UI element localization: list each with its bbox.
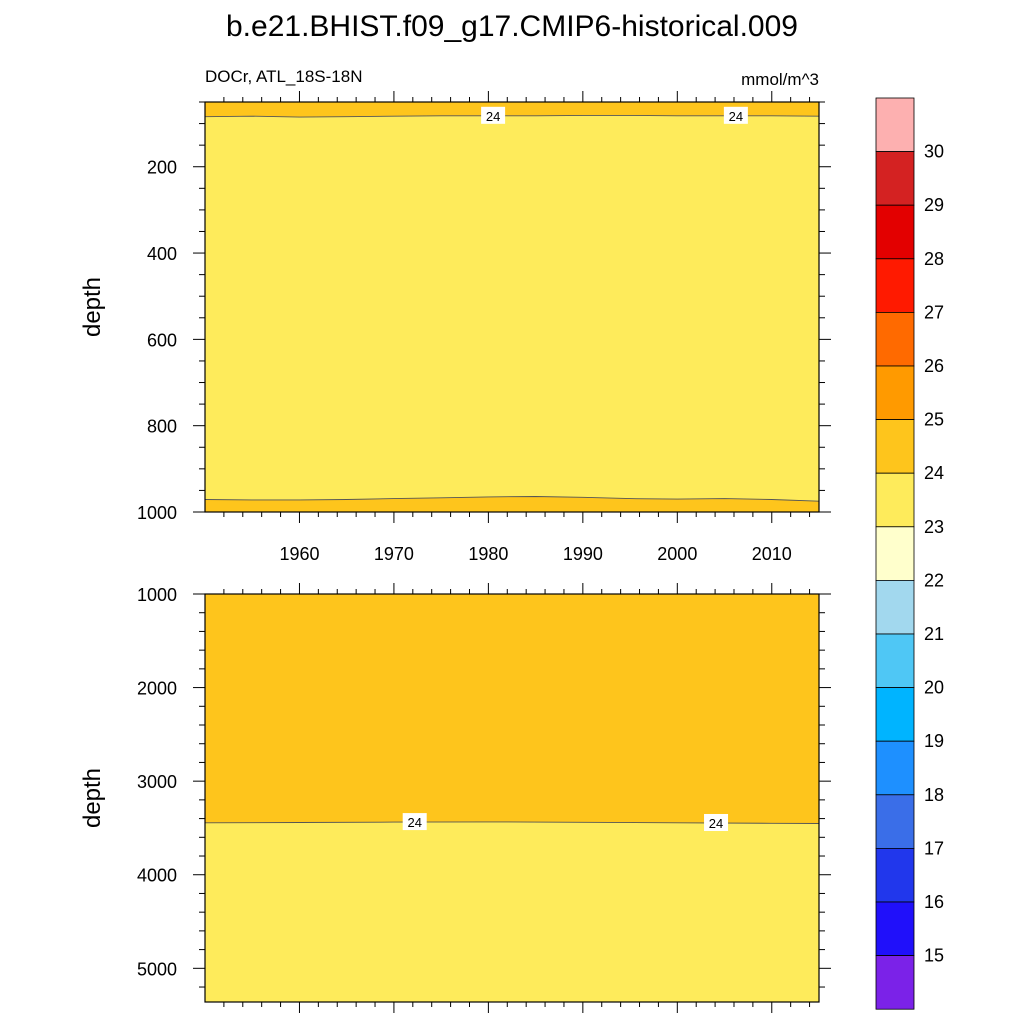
plot-frame — [204, 101, 820, 513]
colorbar-label: 15 — [924, 946, 944, 966]
colorbar-label: 16 — [924, 892, 944, 912]
y-tick-label: 200 — [147, 158, 177, 178]
colorbar-swatch — [875, 419, 915, 474]
colorbar-swatch — [875, 365, 915, 420]
y-tick-label: 2000 — [137, 679, 177, 699]
colorbar-label: 23 — [924, 517, 944, 537]
contour-fill-band-24-25 — [205, 102, 819, 118]
colorbar-label: 17 — [924, 838, 944, 858]
colorbar-swatch — [875, 848, 915, 903]
colorbar-label: 24 — [924, 463, 944, 483]
plot-frame — [204, 593, 820, 1003]
colorbar-label: 29 — [924, 195, 944, 215]
colorbar-swatch — [875, 633, 915, 688]
x-tick-label: 2010 — [752, 544, 792, 564]
y-tick-label: 1000 — [137, 503, 177, 523]
x-tick-label: 1990 — [563, 544, 603, 564]
colorbar-label: 26 — [924, 356, 944, 376]
contour-fill-band-23-24 — [205, 115, 819, 502]
contour-fill-band-24-25 — [205, 594, 819, 824]
contour-label: 24 — [709, 816, 723, 831]
colorbar-swatch — [875, 955, 915, 1010]
contour-label-box — [704, 813, 729, 831]
y-tick-label: 3000 — [137, 772, 177, 792]
colorbar-swatch — [875, 97, 915, 152]
colorbar-swatch — [875, 901, 915, 956]
contour-label-box — [402, 813, 427, 831]
colorbar-label: 30 — [924, 142, 944, 162]
subtitle-variable: DOCr, ATL_18S-18N — [205, 67, 362, 86]
colorbar-swatch — [875, 526, 915, 581]
contour-line-24 — [205, 114, 819, 118]
colorbar-label: 19 — [924, 731, 944, 751]
contour-label-box — [481, 106, 506, 124]
colorbar-swatch — [875, 204, 915, 260]
contour-fill-band-23-24 — [205, 821, 819, 1002]
y-tick-label: 1000 — [137, 585, 177, 605]
chart-title: b.e21.BHIST.f09_g17.CMIP6-historical.009 — [226, 10, 798, 43]
y-tick-label: 600 — [147, 330, 177, 350]
upper-panel: 24 24 1960 1970 1980 1990 2000 2010 200 400 600 800… — [79, 91, 831, 564]
colorbar: 15 16 17 18 19 20 21 22 23 24 25 26 27 28 29 30 — [875, 97, 944, 1010]
colorbar-label: 28 — [924, 249, 944, 269]
colorbar-swatch — [875, 258, 915, 313]
x-tick-label: 2000 — [657, 544, 697, 564]
y-axis-label: depth — [79, 277, 106, 337]
colorbar-label: 25 — [924, 410, 944, 430]
colorbar-label: 21 — [924, 624, 944, 644]
colorbar-swatch — [875, 580, 915, 635]
plot-area — [205, 102, 819, 512]
subtitle-units: mmol/m^3 — [741, 70, 819, 89]
contour-line-24 — [205, 496, 819, 502]
colorbar-swatch — [875, 472, 915, 528]
contour-label-box — [723, 106, 748, 124]
y-tick-label: 4000 — [137, 866, 177, 886]
colorbar-swatch — [875, 311, 915, 367]
contour-line-24 — [205, 821, 819, 824]
y-tick-label: 5000 — [137, 959, 177, 979]
contour-label: 24 — [407, 815, 421, 830]
x-tick-label: 1980 — [468, 544, 508, 564]
contour-label: 24 — [486, 109, 500, 124]
x-tick-label: 1960 — [279, 544, 319, 564]
y-axis-label: depth — [79, 768, 106, 828]
colorbar-label: 20 — [924, 678, 944, 698]
x-tick-label: 1970 — [374, 544, 414, 564]
lower-panel: 24 24 1000 2000 3000 4000 5000 depth — [79, 583, 831, 1013]
contour-label: 24 — [729, 109, 743, 124]
colorbar-swatch — [875, 151, 915, 206]
y-tick-label: 800 — [147, 417, 177, 437]
contour-fill-band-24-25 — [205, 496, 819, 512]
plot-area — [205, 594, 819, 1002]
colorbar-swatch — [875, 794, 915, 849]
colorbar-swatch — [875, 740, 915, 796]
colorbar-swatch — [875, 687, 915, 742]
colorbar-label: 27 — [924, 302, 944, 322]
y-tick-label: 400 — [147, 244, 177, 264]
colorbar-label: 18 — [924, 785, 944, 805]
colorbar-label: 22 — [924, 570, 944, 590]
